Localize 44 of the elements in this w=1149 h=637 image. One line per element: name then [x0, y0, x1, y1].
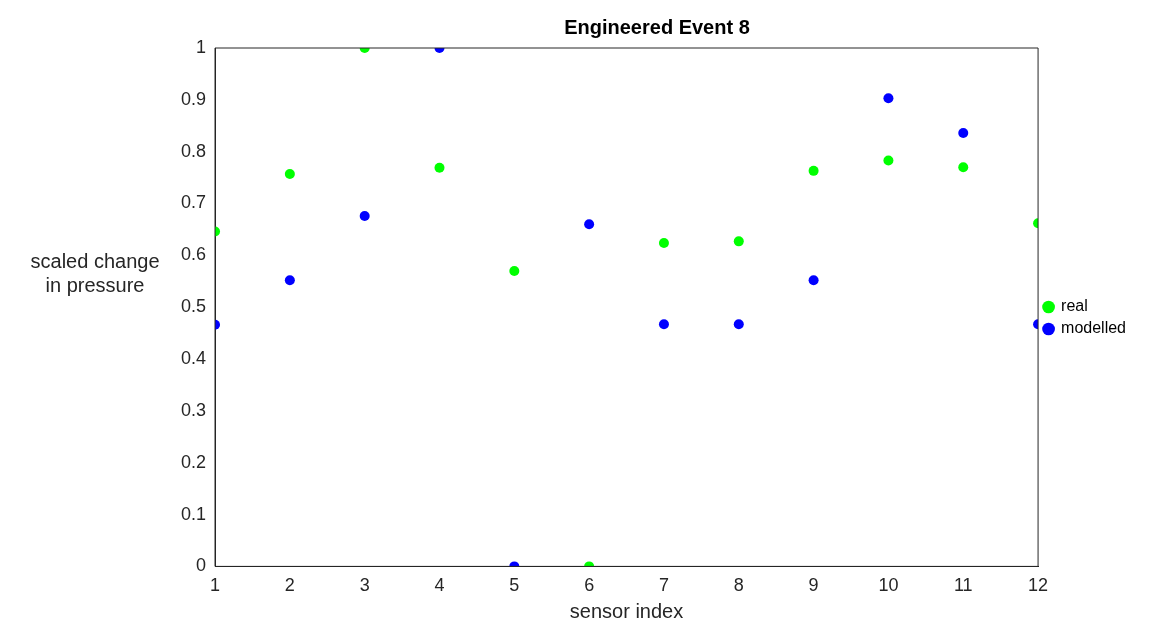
- x-tick-label: 12: [1028, 575, 1049, 596]
- y-tick-label: 0.7: [180, 192, 207, 213]
- point: [658, 237, 669, 248]
- point: [284, 168, 295, 179]
- y-tick-label: 0.4: [180, 348, 207, 369]
- legend-label: modelled: [1061, 319, 1127, 337]
- x-tick-label: 1: [210, 575, 221, 596]
- point: [284, 275, 295, 286]
- point: [733, 236, 744, 247]
- y-tick-label: 0.2: [180, 451, 207, 472]
- y-tick-label: 0.9: [180, 88, 207, 109]
- y-tick-label: 1: [196, 36, 207, 57]
- x-tick-label: 7: [658, 575, 669, 596]
- legend-label: real: [1061, 297, 1088, 315]
- point: [584, 219, 595, 230]
- point: [958, 128, 969, 139]
- x-tick-label: 5: [509, 575, 520, 596]
- x-tick-label: 11: [953, 575, 973, 596]
- y-tick-label: 0: [196, 555, 207, 576]
- point: [808, 275, 819, 286]
- y-tick-label: 0.3: [180, 399, 207, 420]
- point: [359, 210, 370, 221]
- x-tick-label: 4: [434, 575, 445, 596]
- chart-title: Engineered Event 8: [564, 15, 750, 38]
- y-axis-title: scaled change in pressure: [30, 249, 160, 296]
- point: [958, 162, 969, 173]
- x-tick-label: 9: [808, 575, 819, 596]
- x-tick-label: 2: [284, 575, 295, 596]
- y-tick-label: 0.5: [180, 296, 207, 317]
- point: [509, 265, 520, 276]
- x-tick-label: 6: [584, 575, 595, 596]
- point: [808, 165, 819, 176]
- y-tick-label: 0.6: [180, 244, 207, 265]
- y-tick-label: 0.8: [180, 140, 207, 161]
- point: [434, 162, 445, 173]
- x-axis-title: sensor index: [569, 599, 684, 622]
- point: [733, 319, 744, 330]
- point: [658, 319, 669, 330]
- x-tick-label: 3: [359, 575, 370, 596]
- x-tick-label: 10: [878, 575, 899, 596]
- point: [883, 155, 894, 166]
- y-tick-label: 0.1: [180, 503, 207, 524]
- x-tick-label: 8: [733, 575, 744, 596]
- point: [883, 93, 894, 104]
